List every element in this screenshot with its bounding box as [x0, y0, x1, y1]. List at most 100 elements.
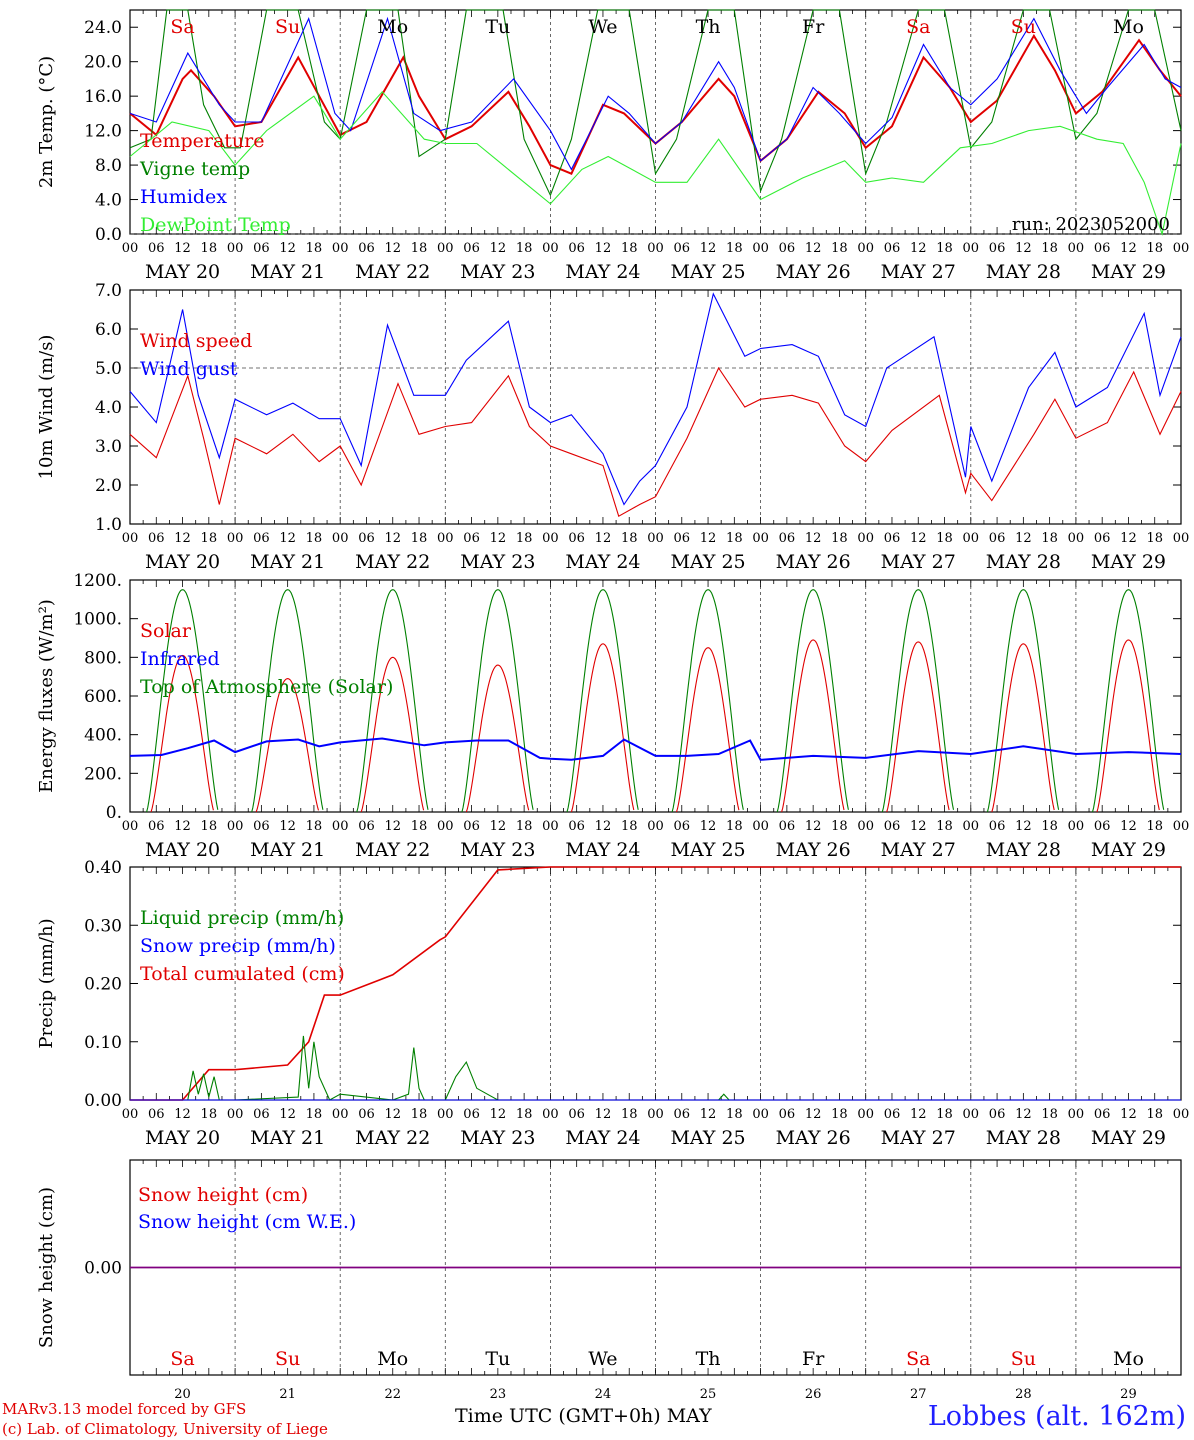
humidex-line [129, 16, 1182, 171]
hour-tick-label: 00 [647, 819, 664, 834]
hour-tick-label: 12 [1120, 819, 1137, 834]
hour-tick-label: 12 [384, 531, 401, 546]
hour-tick-label: 00 [542, 1107, 559, 1122]
hour-tick-label: 06 [358, 241, 375, 256]
hour-tick-label: 12 [595, 531, 612, 546]
hour-tick-label: 06 [253, 819, 270, 834]
y-axis-title: 2m Temp. (°C) [36, 56, 57, 188]
hour-tick-label: 12 [174, 1107, 191, 1122]
bottom-weekday-label: Th [696, 1348, 721, 1370]
hour-tick-label: 06 [884, 241, 901, 256]
hour-tick-label: 18 [201, 1107, 218, 1122]
weekday-label: Su [275, 16, 300, 38]
legend-entry: Infrared [140, 648, 220, 670]
solar-curve [255, 678, 320, 813]
hour-tick-label: 18 [201, 241, 218, 256]
day-label: MAY 20 [145, 551, 220, 573]
hour-tick-label: 06 [674, 531, 691, 546]
hour-tick-label: 00 [122, 241, 139, 256]
hour-tick-label: 12 [490, 241, 507, 256]
hour-tick-label: 12 [490, 819, 507, 834]
hour-tick-label: 12 [1120, 531, 1137, 546]
hour-tick-label: 06 [568, 1107, 585, 1122]
y-tick-label: 3.0 [95, 437, 122, 457]
hour-tick-label: 18 [201, 531, 218, 546]
hour-tick-label: 12 [1015, 241, 1032, 256]
toa-solar-curve [881, 589, 955, 813]
hour-tick-label: 06 [989, 241, 1006, 256]
hour-tick-label: 06 [1094, 241, 1111, 256]
hour-tick-label: 06 [884, 1107, 901, 1122]
hour-tick-label: 06 [148, 819, 165, 834]
y-tick-label: 0. [106, 803, 122, 823]
hour-tick-label: 06 [674, 819, 691, 834]
hour-tick-label: 12 [490, 531, 507, 546]
hour-tick-label: 06 [1094, 531, 1111, 546]
weekday-label: Mo [377, 16, 408, 38]
hour-tick-label: 18 [621, 241, 638, 256]
hour-tick-label: 12 [700, 819, 717, 834]
station-name: Lobbes (alt. 162m) [927, 1401, 1186, 1432]
y-axis-title: Precip (mm/h) [36, 918, 57, 1048]
toa-solar-curve [566, 589, 639, 813]
day-label: MAY 23 [460, 551, 535, 573]
day-label: MAY 24 [565, 551, 640, 573]
hour-tick-label: 00 [332, 819, 349, 834]
day-label: MAY 20 [145, 261, 220, 283]
hour-tick-label: 18 [306, 819, 323, 834]
hour-tick-label: 12 [1120, 241, 1137, 256]
day-label: MAY 21 [250, 551, 325, 573]
day-label: MAY 22 [355, 839, 430, 861]
hour-tick-label: 18 [306, 531, 323, 546]
hour-tick-label: 00 [542, 241, 559, 256]
hour-tick-label: 00 [963, 241, 980, 256]
hour-tick-label: 00 [1173, 1107, 1190, 1122]
bottom-day-number: 28 [1015, 1387, 1032, 1400]
weekday-label: Tu [485, 16, 510, 38]
hour-tick-label: 06 [463, 241, 480, 256]
hour-tick-label: 18 [411, 241, 428, 256]
bottom-day-number: 25 [700, 1387, 717, 1400]
solar-curve [570, 643, 635, 813]
y-tick-label: 0.0 [95, 225, 122, 245]
bottom-weekday-label: We [588, 1348, 617, 1370]
meteogram: 0.0 4.0 8.0 12.0 16.0 20.0 24.0 2m Temp. (°C) Sa… [36, 9, 1190, 1400]
hour-tick-label: 12 [1015, 531, 1032, 546]
solar-curve [991, 643, 1055, 813]
day-label: MAY 28 [986, 551, 1061, 573]
panel-frame [129, 9, 1182, 235]
hour-tick-label: 00 [1068, 1107, 1085, 1122]
hour-tick-label: 06 [463, 1107, 480, 1122]
hour-tick-label: 18 [1146, 819, 1163, 834]
hour-tick-label: 12 [384, 819, 401, 834]
hour-tick-label: 12 [279, 819, 296, 834]
toa-solar-curve [251, 589, 324, 813]
y-tick-label: 16.0 [84, 87, 122, 107]
hour-tick-label: 18 [936, 241, 953, 256]
day-label: MAY 27 [881, 1127, 956, 1149]
hour-tick-label: 12 [279, 241, 296, 256]
hour-tick-label: 00 [227, 531, 244, 546]
hour-tick-label: 06 [884, 531, 901, 546]
hour-tick-label: 00 [227, 819, 244, 834]
hour-tick-label: 18 [411, 1107, 428, 1122]
hour-tick-label: 18 [726, 531, 743, 546]
hour-tick-label: 00 [122, 1107, 139, 1122]
hour-tick-label: 00 [963, 1107, 980, 1122]
hour-tick-label: 12 [910, 531, 927, 546]
run-annotation: run: 2023052000 [1012, 214, 1170, 235]
hour-tick-label: 12 [700, 241, 717, 256]
day-label: MAY 26 [776, 261, 851, 283]
hour-tick-label: 12 [910, 1107, 927, 1122]
y-tick-label: 0.20 [84, 975, 122, 995]
temperature-line [129, 33, 1182, 175]
day-label: MAY 29 [1091, 839, 1166, 861]
hour-tick-label: 06 [253, 1107, 270, 1122]
hour-tick-label: 12 [174, 241, 191, 256]
cumulated-precip-line [130, 866, 1181, 1101]
hour-tick-label: 06 [358, 1107, 375, 1122]
hour-tick-label: 00 [122, 819, 139, 834]
hour-tick-label: 06 [253, 241, 270, 256]
hour-tick-label: 00 [752, 1107, 769, 1122]
hour-tick-label: 18 [516, 531, 533, 546]
